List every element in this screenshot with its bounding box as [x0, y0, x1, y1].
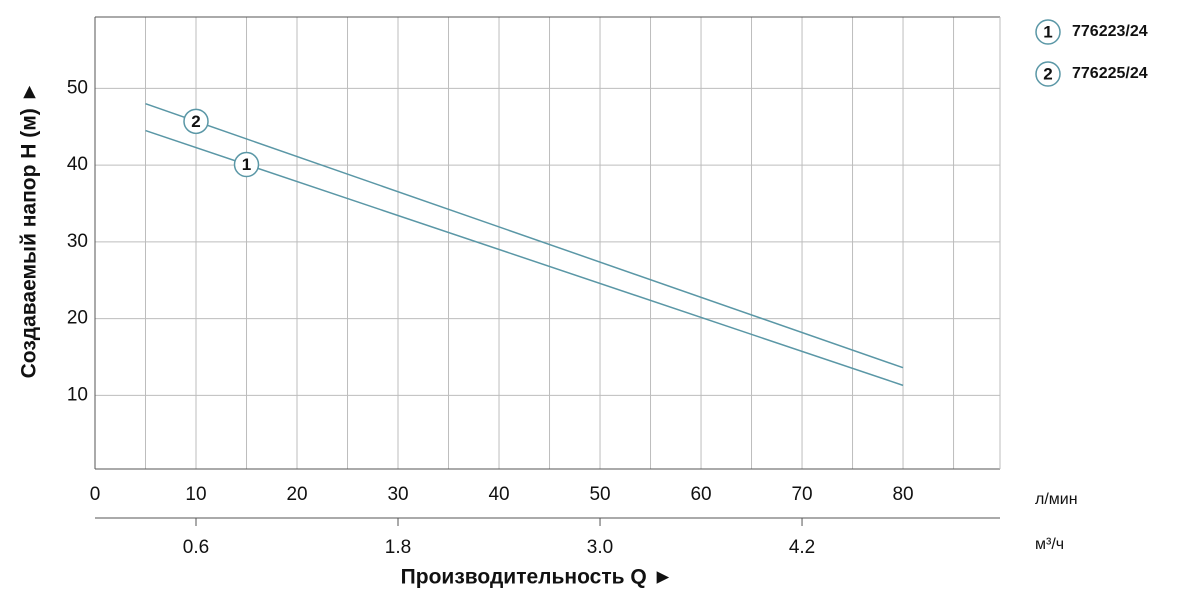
series-line	[145, 103, 904, 369]
series-badge-label: 2	[1043, 64, 1052, 83]
y-tick-label: 40	[67, 154, 88, 175]
series-badge-label: 1	[1043, 22, 1052, 41]
series-badge-label: 1	[242, 155, 251, 174]
y-axis-label: Создаваемый напор Н (м) ►	[18, 82, 41, 379]
x2-tick-label: 1.8	[385, 537, 411, 558]
x2-tick-label: 4.2	[789, 537, 815, 558]
x-tick-label: 20	[286, 484, 307, 505]
x-tick-label: 0	[90, 484, 101, 505]
y-tick-label: 20	[67, 308, 88, 329]
x-tick-label: 30	[387, 484, 408, 505]
x-tick-label: 60	[690, 484, 711, 505]
x2-tick-label: 3.0	[587, 537, 613, 558]
x-tick-label: 10	[185, 484, 206, 505]
x-tick-label: 70	[791, 484, 812, 505]
series-badge	[1035, 19, 1061, 45]
series-line	[145, 129, 904, 387]
legend-label: 776225/24	[1072, 65, 1148, 82]
x-tick-label: 80	[892, 484, 913, 505]
series-badge	[183, 108, 209, 135]
x-axis-label: Производительность Q ►	[401, 566, 674, 589]
series-badge-label: 2	[191, 112, 200, 131]
y-tick-label: 10	[67, 384, 88, 405]
x-tick-label: 50	[589, 484, 610, 505]
y-tick-label: 50	[67, 77, 88, 98]
x-tick-label: 40	[488, 484, 509, 505]
x2-tick-label: 0.6	[183, 537, 209, 558]
y-tick-label: 30	[67, 231, 88, 252]
x-unit: л/мин	[1035, 491, 1078, 508]
x2-unit: м³/ч	[1035, 536, 1064, 553]
legend-label: 776223/24	[1072, 23, 1148, 40]
series-badge	[233, 151, 260, 178]
series-badge	[1035, 61, 1061, 87]
